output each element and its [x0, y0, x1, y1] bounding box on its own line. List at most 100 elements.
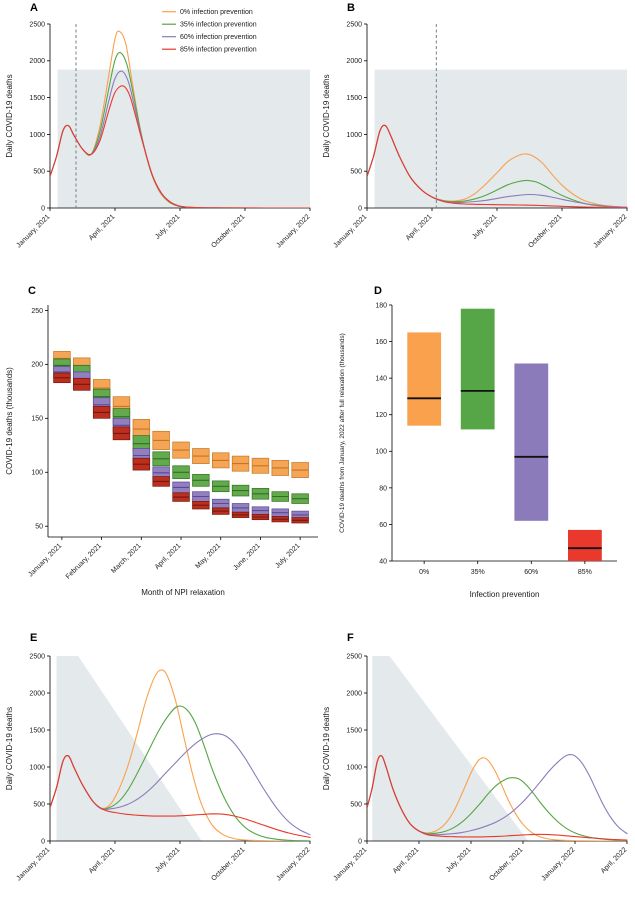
y-tick-label: 1500 [346, 727, 362, 734]
panel-F-letter: F [347, 632, 354, 644]
y-tick-label: 200 [31, 362, 43, 369]
x-tick-label: October, 2021 [527, 213, 563, 249]
series-line-85pct [50, 754, 311, 838]
x-tick-label: 85% [578, 569, 592, 576]
y-tick-label: 1000 [29, 132, 45, 139]
panel-B-chart: 0 500 1000 1500 2000 2500 January, 2021 April, … [322, 21, 628, 249]
y-axis-label: COVID-19 deaths (thousands) [5, 367, 14, 475]
y-tick-label: 2000 [346, 690, 362, 697]
y-tick-label: 150 [31, 416, 43, 423]
y-tick-label: 100 [31, 470, 43, 477]
range-bar-60% [514, 363, 549, 521]
panel-A-chart: 0 500 1000 1500 2000 2500 January, 2021 April, … [5, 9, 311, 250]
y-tick-label: 1000 [346, 764, 362, 771]
y-tick-label: 0 [358, 205, 362, 212]
y-tick-label: 120 [375, 412, 387, 419]
panel-A-letter: A [30, 2, 38, 14]
x-tick-label: January, 2021 [15, 846, 51, 882]
legend-label: 0% infection prevention [180, 9, 253, 16]
y-axis-label: Daily COVID-19 deaths [322, 74, 331, 157]
y-tick-label: 1500 [29, 95, 45, 102]
y-tick-label: 2000 [29, 690, 45, 697]
y-tick-label: 250 [31, 308, 43, 315]
y-tick-label: 80 [379, 485, 387, 492]
panel-E-chart: 0 500 1000 1500 2000 2500 January, 2021 April, … [5, 653, 311, 882]
npi-shade-region [57, 69, 310, 208]
panel-D-chart: 40 60 80 100 120 140 160 180 COVID-19 deaths fro… [339, 302, 617, 599]
x-axis-label: Month of NPI relaxation [141, 588, 225, 597]
panel-E: E 0 500 1000 1500 2000 2500 January, 2021 April… [0, 630, 318, 905]
panel-C-letter: C [28, 285, 36, 297]
y-tick-label: 500 [350, 801, 362, 808]
x-tick-label: April, 2021 [88, 846, 117, 875]
legend-label: 35% infection prevention [180, 22, 257, 29]
panel-D: D 40 60 80 100 120 140 160 180 COVID-19 deaths f… [332, 283, 635, 625]
y-tick-label: 40 [379, 558, 387, 565]
x-tick-label: July, 2021 [154, 846, 181, 873]
x-tick-label: July, 2021 [274, 542, 301, 569]
x-tick-label: March, 2021 [110, 542, 143, 575]
panel-E-letter: E [30, 632, 38, 644]
y-tick-label: 60 [379, 522, 387, 529]
npi-shade-region [56, 656, 202, 841]
x-tick-label: January, 2021 [332, 213, 368, 249]
x-tick-label: January, 2022 [540, 846, 576, 882]
x-tick-label: January, 2021 [332, 846, 368, 882]
range-bar-85% [568, 529, 602, 561]
x-axis-label: Infection prevention [470, 590, 540, 599]
x-tick-label: January, 2021 [15, 213, 51, 249]
panel-A: A 0 500 1000 1500 2000 2500 January, 2021 April… [0, 0, 318, 272]
x-tick-label: October, 2021 [210, 213, 246, 249]
y-tick-label: 0 [358, 838, 362, 845]
y-tick-label: 0 [41, 838, 45, 845]
series-line-85pct [367, 755, 628, 841]
y-tick-label: 2500 [29, 21, 45, 28]
panel-B-letter: B [347, 2, 355, 14]
y-tick-label: 140 [375, 376, 387, 383]
panel-D-letter: D [374, 285, 382, 297]
y-tick-label: 1000 [346, 132, 362, 139]
x-tick-label: April, 2021 [392, 846, 421, 875]
y-tick-label: 180 [375, 302, 387, 309]
y-axis-label: Daily COVID-19 deaths [5, 74, 14, 157]
y-axis-label: Daily COVID-19 deaths [322, 707, 331, 790]
x-tick-label: February, 2021 [65, 542, 103, 580]
y-tick-label: 2500 [29, 653, 45, 660]
y-tick-label: 160 [375, 339, 387, 346]
y-axis-label: COVID-19 deaths from January, 2022 after… [339, 333, 346, 533]
x-tick-label: June, 2021 [232, 542, 262, 572]
range-bar-35% [460, 308, 495, 430]
x-tick-label: January, 2022 [275, 846, 311, 882]
y-tick-label: 500 [350, 169, 362, 176]
x-tick-label: 60% [524, 569, 538, 576]
x-tick-label: 0% [419, 569, 429, 576]
panel-F-chart: 0 500 1000 1500 2000 2500 January, 2021 April, … [322, 653, 628, 882]
x-tick-label: April, 2021 [154, 542, 183, 571]
range-bar-0% [407, 332, 442, 426]
panel-C-chart: 50 100 150 200 250 January, 2021 February, 202… [5, 305, 318, 597]
npi-shade-region [372, 656, 529, 841]
x-tick-label: July, 2021 [445, 846, 472, 873]
y-tick-label: 500 [33, 169, 45, 176]
series-line-85pct [50, 85, 311, 208]
x-tick-label: 35% [471, 569, 485, 576]
npi-shade-region [374, 69, 627, 208]
legend-label: 85% infection prevention [180, 47, 257, 54]
x-tick-label: July, 2021 [154, 213, 181, 240]
x-tick-label: January, 2021 [27, 542, 63, 578]
x-tick-label: May, 2021 [194, 542, 222, 570]
panel-C: C 50 100 150 200 250 January, 2021 February, 2… [0, 283, 332, 625]
y-tick-label: 1500 [346, 95, 362, 102]
panel-B: B 0 500 1000 1500 2000 2500 January, 2021 April… [317, 0, 635, 272]
x-tick-label: April, 2021 [405, 213, 434, 242]
x-tick-label: July, 2021 [471, 213, 498, 240]
x-tick-label: January, 2022 [592, 213, 628, 249]
x-tick-label: January, 2022 [275, 213, 311, 249]
y-tick-label: 2500 [346, 653, 362, 660]
y-tick-label: 1500 [29, 727, 45, 734]
y-tick-label: 2500 [346, 21, 362, 28]
y-tick-label: 500 [33, 801, 45, 808]
y-tick-label: 1000 [29, 764, 45, 771]
x-tick-label: October, 2021 [210, 846, 246, 882]
y-tick-label: 2000 [29, 58, 45, 65]
